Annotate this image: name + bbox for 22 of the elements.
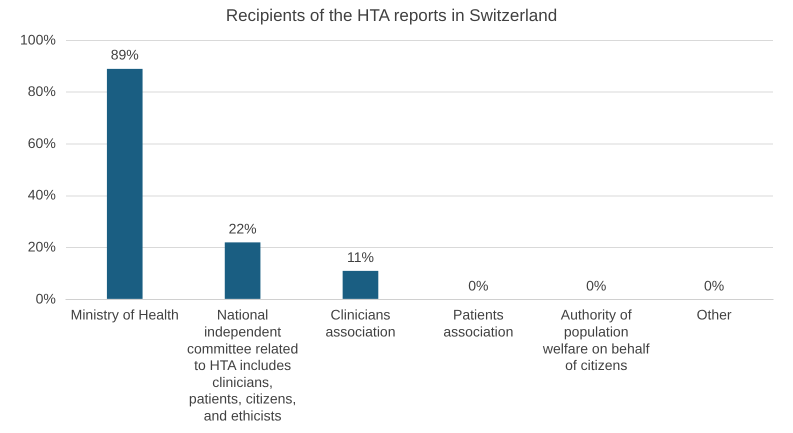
bar [106, 68, 143, 299]
x-tick-label: Patients association [443, 306, 514, 340]
y-tick-label: 20% [28, 238, 56, 254]
bar [224, 242, 260, 299]
y-tick-label: 60% [28, 134, 56, 151]
data-label: 0% [586, 277, 606, 294]
bar [342, 270, 378, 299]
y-tick-label: 100% [20, 31, 56, 48]
x-tick-label: Other [696, 306, 732, 323]
data-label: 0% [468, 277, 488, 294]
y-tick-label: 0% [36, 290, 56, 306]
y-tick-label: 40% [28, 186, 56, 203]
x-tick-label: Ministry of Health [70, 306, 179, 323]
x-tick-label: National independent committee related to HTA includes clinicians, patients, citizens, and ethicists [186, 306, 298, 424]
x-tick-label: Authority of population welfare on behalf of citizens [542, 306, 650, 374]
data-label: 22% [228, 220, 257, 236]
data-label: 89% [110, 46, 139, 63]
data-label: 0% [704, 277, 724, 294]
x-tick-label: Clinicians association [325, 306, 396, 340]
data-label: 11% [346, 248, 374, 265]
chart-title: Recipients of the HTA reports in Switzerland [226, 6, 558, 25]
y-tick-label: 80% [28, 83, 56, 100]
